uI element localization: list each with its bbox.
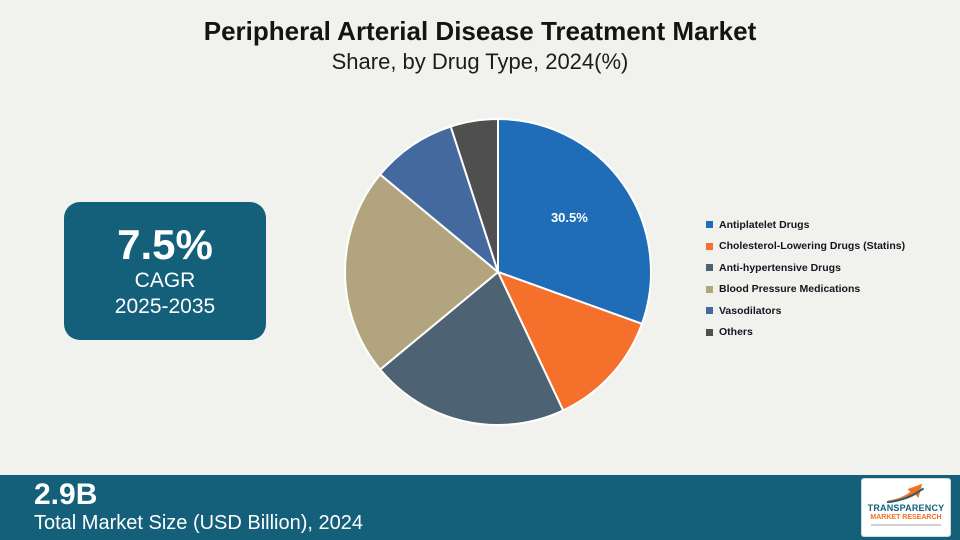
legend-item: Anti-hypertensive Drugs: [706, 257, 905, 279]
legend-item: Antiplatelet Drugs: [706, 214, 905, 236]
legend-swatch-icon: [706, 307, 713, 315]
logo-arrow-icon: [886, 483, 925, 503]
pie-slice: [378, 125, 501, 275]
legend-label: Anti-hypertensive Drugs: [719, 261, 841, 274]
pie-slice: [497, 117, 652, 326]
page-subtitle: Share, by Drug Type, 2024(%): [331, 49, 629, 74]
legend-swatch-icon: [706, 221, 713, 229]
market-size-caption: Total Market Size (USD Billion), 2024: [34, 512, 364, 534]
pie-slice: [344, 173, 500, 371]
legend-swatch-icon: [706, 264, 713, 272]
legend-label: Vasodilators: [719, 304, 782, 317]
legend-label: Blood Pressure Medications: [719, 283, 861, 296]
legend-item: Others: [706, 322, 905, 344]
chart-legend: Antiplatelet Drugs Cholesterol-Lowering D…: [706, 214, 905, 343]
legend-swatch-icon: [706, 285, 713, 293]
pie-data-label: 30.5%: [551, 210, 588, 225]
logo-line2: MARKET RESEARCH: [870, 513, 942, 521]
pie-slice: [496, 270, 644, 412]
pie-chart: 30.5%: [339, 113, 657, 431]
legend-swatch-icon: [706, 328, 713, 336]
legend-swatch-icon: [706, 242, 713, 250]
legend-label: Others: [719, 326, 753, 339]
market-size-value: 2.9B: [34, 478, 98, 511]
legend-item: Blood Pressure Medications: [706, 279, 905, 301]
pie-chart-svg: 30.5%: [344, 117, 652, 426]
pie-slice: [378, 270, 565, 426]
legend-item: Cholesterol-Lowering Drugs (Statins): [706, 236, 905, 258]
legend-label: Cholesterol-Lowering Drugs (Statins): [719, 240, 906, 253]
cagr-period: 2025-2035: [114, 295, 216, 319]
page-title: Peripheral Arterial Disease Treatment Ma…: [203, 16, 757, 46]
legend-label: Antiplatelet Drugs: [719, 218, 810, 231]
brand-logo: TRANSPARENCY MARKET RESEARCH: [861, 478, 951, 537]
cagr-callout: 7.5% CAGR 2025-2035: [64, 202, 266, 340]
cagr-value: 7.5%: [117, 220, 213, 268]
cagr-label: CAGR: [134, 268, 196, 292]
legend-item: Vasodilators: [706, 300, 905, 322]
logo-tagline-rule: [871, 524, 941, 527]
logo-line1: TRANSPARENCY: [867, 503, 945, 513]
footer-bar: 2.9B Total Market Size (USD Billion), 20…: [0, 475, 960, 540]
pie-slice: [449, 117, 499, 273]
